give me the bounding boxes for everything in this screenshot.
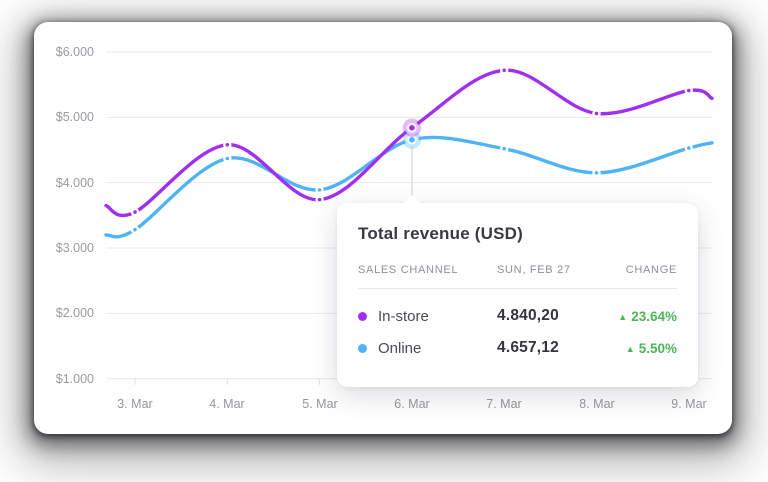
- x-axis-tick-label: 5. Mar: [302, 397, 338, 411]
- x-axis-tick-label: 7. Mar: [486, 397, 522, 411]
- revenue-chart-card: $6.000 $5.000 $4.000 $3.000 $2.000 $1.00…: [34, 22, 732, 434]
- instore-change: ▲ 23.64%: [618, 309, 677, 324]
- instore-series-dot: [358, 311, 367, 321]
- instore-value: 4.840,20: [497, 307, 559, 324]
- column-header-date: SUN, FEB 27: [497, 264, 571, 276]
- x-axis-tick-label: 8. Mar: [579, 397, 615, 411]
- x-axis-tick-label: 6. Mar: [394, 397, 430, 411]
- up-arrow-icon: ▲: [625, 343, 635, 354]
- instore-change-value: 23.64%: [631, 308, 677, 324]
- column-header-change: CHANGE: [625, 264, 677, 276]
- y-axis-tick-label: $1.000: [55, 372, 94, 386]
- column-header-sales-channel: SALES CHANNEL: [358, 264, 459, 276]
- tooltip-row-instore: In-store 4.840,20 ▲ 23.64%: [358, 300, 677, 332]
- tooltip-row-online: Online 4.657,12 ▲ 5.50%: [358, 332, 677, 364]
- y-axis-tick-label: $6.000: [55, 45, 94, 59]
- y-axis-tick-label: $3.000: [55, 241, 94, 255]
- revenue-tooltip: Total revenue (USD) SALES CHANNEL SUN, F…: [337, 194, 698, 387]
- x-axis-tick-label: 3. Mar: [117, 397, 153, 411]
- y-axis-tick-label: $2.000: [55, 306, 94, 320]
- online-series-dot: [358, 343, 367, 353]
- series-label-instore: In-store: [378, 307, 429, 325]
- x-axis-tick-label: 9. Mar: [671, 397, 707, 411]
- series-label-online: Online: [378, 339, 422, 357]
- online-change: ▲ 5.50%: [626, 341, 677, 356]
- x-axis-tick-label: 4. Mar: [209, 397, 245, 411]
- tooltip-divider: [358, 288, 677, 289]
- up-arrow-icon: ▲: [618, 311, 628, 322]
- tooltip-title: Total revenue (USD): [358, 224, 524, 243]
- online-change-value: 5.50%: [638, 340, 677, 356]
- online-value: 4.657,12: [497, 339, 559, 356]
- tooltip-header-row: SALES CHANNEL SUN, FEB 27 CHANGE: [358, 264, 677, 276]
- y-axis-tick-label: $5.000: [55, 110, 94, 124]
- y-axis-tick-label: $4.000: [55, 176, 94, 190]
